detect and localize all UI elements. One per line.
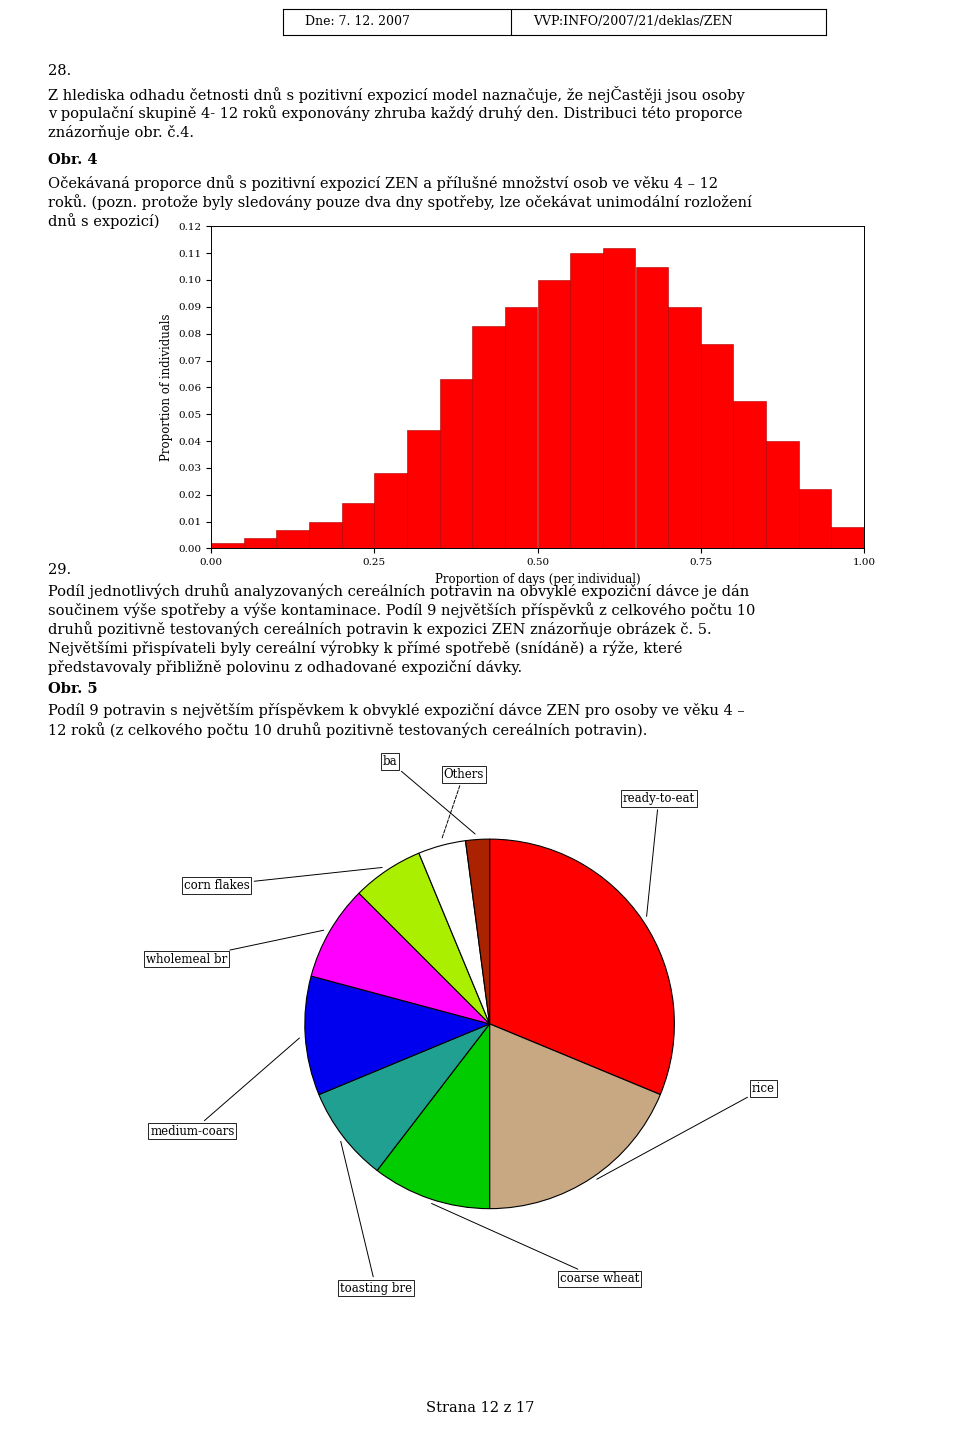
Text: corn flakes: corn flakes [183,868,382,892]
Wedge shape [490,1024,660,1209]
Text: součinem výše spotřeby a výše kontaminace. Podíl 9 největších příspěvků z celkov: součinem výše spotřeby a výše kontaminac… [48,601,756,619]
Text: Others: Others [442,768,484,839]
Wedge shape [359,853,490,1024]
Text: medium-coars: medium-coars [150,1038,300,1137]
Text: Strana 12 z 17: Strana 12 z 17 [426,1400,534,1415]
Bar [440,379,472,548]
Bar [603,248,636,548]
Text: v populační skupině 4- 12 roků exponovány zhruba každý druhý den. Distribuci tét: v populační skupině 4- 12 roků exponován… [48,105,742,122]
Text: 12 roků (z celkového počtu 10 druhů pozitivně testovaných cereálních potravin).: 12 roků (z celkového počtu 10 druhů pozi… [48,722,647,739]
Bar [636,266,668,548]
Bar [244,537,276,548]
Text: Podíl jednotlivých druhů analyzovaných cereálních potravin na obvyklé expoziční : Podíl jednotlivých druhů analyzovaných c… [48,583,749,599]
Text: 28.: 28. [48,64,71,79]
Text: Obr. 4: Obr. 4 [48,153,98,168]
Text: coarse wheat: coarse wheat [432,1203,639,1286]
Wedge shape [466,839,490,1024]
Wedge shape [419,841,490,1024]
Text: roků. (pozn. protože byly sledovány pouze dva dny spotřeby, lze očekávat unimodá: roků. (pozn. protože byly sledovány pouz… [48,193,752,211]
Bar [505,306,538,548]
Bar [407,430,440,548]
Text: VVP:INFO/2007/21/deklas/ZEN: VVP:INFO/2007/21/deklas/ZEN [533,16,732,29]
Text: ready-to-eat: ready-to-eat [623,792,695,916]
Bar [374,473,407,548]
Bar [276,530,309,548]
Text: druhů pozitivně testovaných cereálních potravin k expozici ZEN znázorňuje obráze: druhů pozitivně testovaných cereálních p… [48,621,711,637]
Bar [668,306,701,548]
Text: wholemeal br: wholemeal br [146,931,324,965]
Wedge shape [305,977,490,1094]
Text: znázorňuje obr. č.4.: znázorňuje obr. č.4. [48,125,194,139]
Text: Podíl 9 potravin s největším příspěvkem k obvyklé expoziční dávce ZEN pro osoby : Podíl 9 potravin s největším příspěvkem … [48,703,745,717]
X-axis label: Proportion of days (per individual): Proportion of days (per individual) [435,573,640,586]
Text: rice: rice [597,1083,775,1180]
Bar [766,441,799,548]
Bar [831,527,864,548]
Text: Největšími přispívateli byly cereální výrobky k přímé spotřebě (snídáně) a rýže,: Největšími přispívateli byly cereální vý… [48,642,683,656]
Text: dnů s expozicí): dnů s expozicí) [48,213,159,229]
Y-axis label: Proportion of individuals: Proportion of individuals [159,314,173,461]
Text: Očekávaná proporce dnů s pozitivní expozicí ZEN a přílušné množství osob ve věku: Očekávaná proporce dnů s pozitivní expoz… [48,175,718,190]
Wedge shape [377,1024,490,1209]
Text: Dne: 7. 12. 2007: Dne: 7. 12. 2007 [305,16,410,29]
Wedge shape [311,894,490,1024]
Text: 29.: 29. [48,563,71,577]
Wedge shape [319,1024,490,1170]
Bar [570,253,603,548]
Wedge shape [490,839,674,1094]
Text: Obr. 5: Obr. 5 [48,682,98,696]
Bar [211,543,244,548]
Text: představovaly přibližně polovinu z odhadované expoziční dávky.: představovaly přibližně polovinu z odhad… [48,660,522,674]
Bar [309,521,342,548]
Bar [538,281,570,548]
Text: ba: ba [383,755,475,833]
Bar [342,503,374,548]
Bar [799,490,831,548]
Text: Z hlediska odhadu četnosti dnů s pozitivní expozicí model naznačuje, že nejČastě: Z hlediska odhadu četnosti dnů s pozitiv… [48,86,745,103]
Bar [733,401,766,548]
Bar [472,325,505,548]
Bar [701,344,733,548]
Text: toasting bre: toasting bre [340,1141,412,1295]
